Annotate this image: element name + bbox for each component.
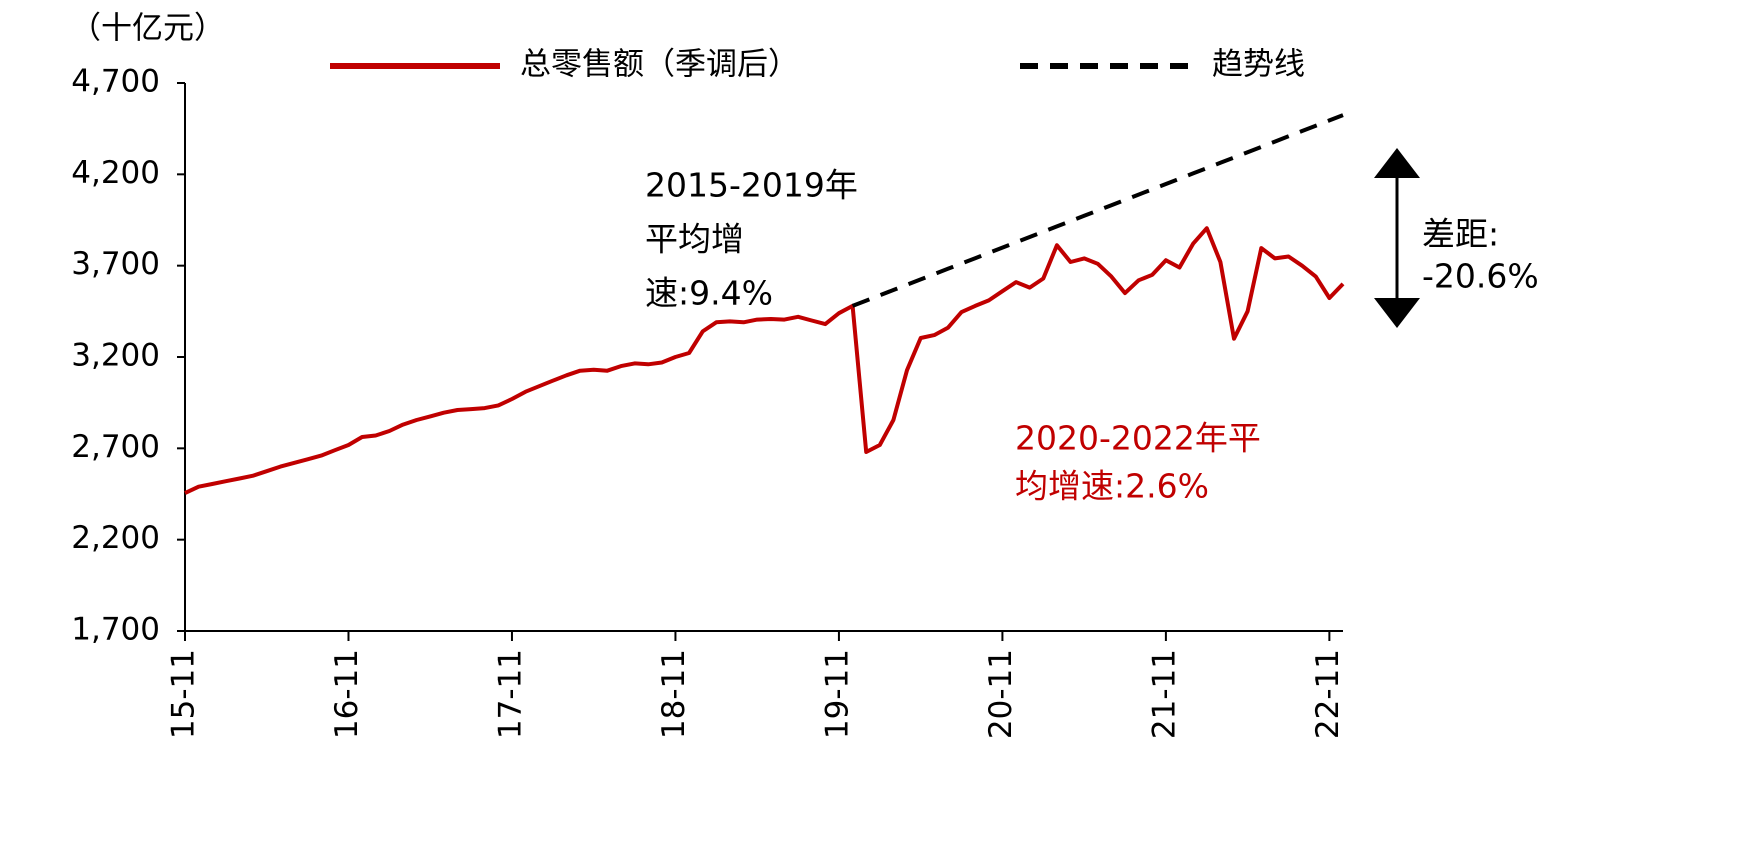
y-tick-label: 1,700 xyxy=(71,612,160,648)
annotation: 2015-2019年 xyxy=(645,166,858,205)
series-line xyxy=(851,113,1344,308)
arrow-head xyxy=(1374,148,1420,178)
y-tick-label: 4,700 xyxy=(71,64,160,100)
x-tick-label: 16-11 xyxy=(329,649,365,739)
x-tick-label: 19-11 xyxy=(819,649,855,739)
x-tick-label: 22-11 xyxy=(1310,649,1346,739)
x-tick-label: 18-11 xyxy=(656,649,692,739)
x-tick-label: 15-11 xyxy=(166,649,202,739)
annotation: 2020-2022年平 xyxy=(1015,419,1261,458)
gap-arrow xyxy=(1374,148,1420,328)
arrow-head xyxy=(1374,298,1420,328)
y-tick-label: 4,200 xyxy=(71,155,160,191)
y-tick-label: 2,700 xyxy=(71,429,160,465)
y-tick-label: 3,200 xyxy=(71,338,160,374)
x-tick-label: 20-11 xyxy=(983,649,1019,739)
y-axis-unit: （十亿元） xyxy=(70,11,225,47)
y-tick-label: 2,200 xyxy=(71,520,160,556)
series-line xyxy=(184,226,1345,495)
x-tick-label: 21-11 xyxy=(1146,649,1182,739)
x-tick-label: 17-11 xyxy=(492,649,528,739)
legend-label: 趋势线 xyxy=(1212,47,1305,83)
y-tick-label: 3,700 xyxy=(71,246,160,282)
annotation: 速:9.4% xyxy=(645,274,773,313)
annotation: 差距: xyxy=(1422,215,1499,254)
annotation: -20.6% xyxy=(1422,257,1539,296)
annotation: 均增速:2.6% xyxy=(1015,467,1209,506)
legend-label: 总零售额（季调后） xyxy=(520,47,799,83)
annotation: 平均增 xyxy=(645,220,744,259)
